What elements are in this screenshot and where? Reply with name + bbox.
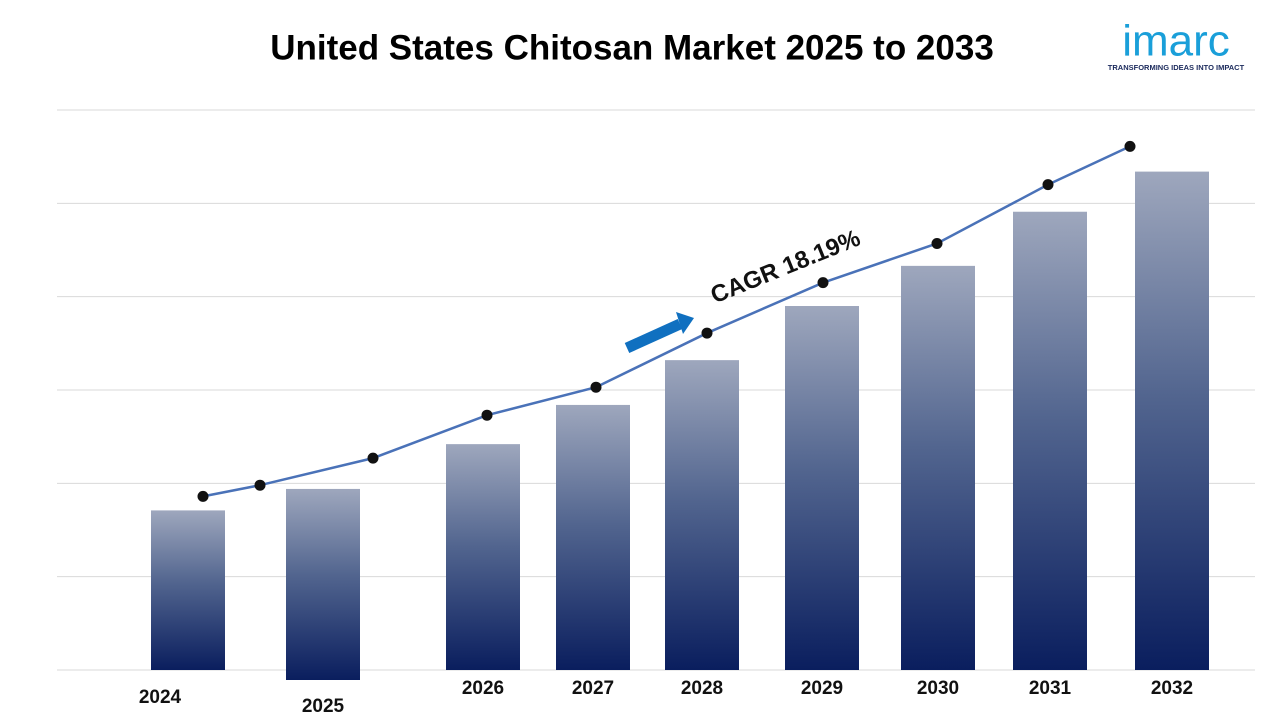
arrow-head	[676, 312, 694, 334]
x-tick-label: 2024	[139, 687, 182, 708]
x-tick-label: 2025	[302, 696, 345, 717]
trend-line	[202, 145, 1131, 498]
trend-point	[197, 490, 209, 502]
logo-name: imarc	[1122, 17, 1230, 66]
bar	[665, 360, 739, 670]
trend-point	[481, 409, 493, 421]
trend	[197, 140, 1136, 502]
x-tick-label: 2028	[681, 678, 723, 699]
x-tick-label: 2029	[801, 678, 843, 699]
arrow-shaft	[624, 318, 683, 354]
trend-point	[931, 237, 943, 249]
bar	[286, 488, 360, 680]
trend-point	[817, 277, 829, 289]
bar	[1135, 171, 1209, 670]
bar	[901, 265, 975, 670]
trend-point	[367, 452, 379, 464]
x-tick-label: 2027	[572, 678, 614, 699]
bar	[1013, 211, 1087, 670]
trend-point	[590, 381, 602, 393]
bar	[556, 404, 630, 670]
trend-point	[1124, 140, 1136, 152]
logo-tagline: TRANSFORMING IDEAS INTO IMPACT	[1108, 63, 1245, 72]
x-tick-label: 2032	[1151, 678, 1193, 699]
x-tick-label: 2031	[1029, 678, 1072, 699]
trend-point	[701, 327, 713, 339]
x-tick-label: 2026	[462, 678, 504, 699]
logo: imarc TRANSFORMING IDEAS INTO IMPACT	[1108, 17, 1245, 72]
cagr-arrow	[624, 312, 694, 354]
bar	[151, 510, 225, 670]
bars	[151, 171, 1209, 680]
trend-point	[254, 479, 266, 491]
chart-title: United States Chitosan Market 2025 to 20…	[270, 28, 994, 67]
bar	[446, 444, 520, 670]
trend-point	[1042, 179, 1054, 191]
bar	[785, 306, 859, 670]
x-tick-label: 2030	[917, 678, 959, 699]
